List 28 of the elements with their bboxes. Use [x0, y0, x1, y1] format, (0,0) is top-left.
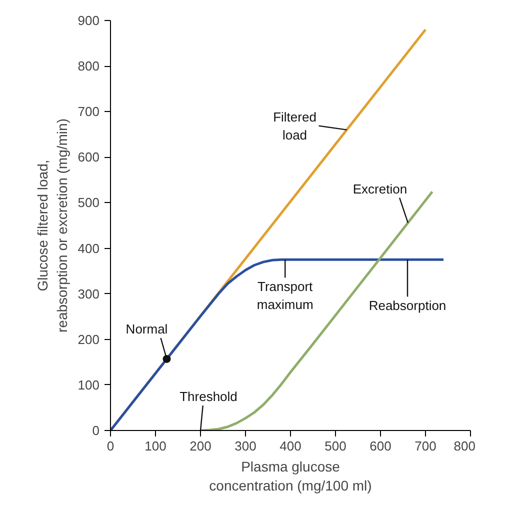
y-tick-label: 500	[78, 195, 100, 210]
y-axis-title: Glucose filtered load, reabsorption or excretion (mg/min)	[34, 118, 70, 332]
y-tick-label: 800	[78, 58, 100, 74]
annotation: Filtered load	[273, 109, 316, 142]
annotation: Excretion	[352, 181, 408, 196]
y-tick-label: 0	[92, 423, 100, 438]
x-tick-label: 0	[106, 438, 114, 454]
line-series	[110, 258, 445, 430]
y-tick-label: 100	[78, 377, 100, 392]
annotation: Threshold	[180, 389, 238, 404]
x-tick-label: 800	[454, 438, 476, 454]
x-tick-label: 300	[234, 438, 256, 454]
y-tick-label: 900	[78, 13, 100, 28]
annotation: Normal	[126, 321, 168, 336]
annotation: Reabsorption	[368, 298, 446, 314]
x-axis-title: Plasma glucose concentration (mg/100 ml)	[209, 458, 372, 494]
y-tick-label: 300	[78, 286, 100, 302]
y-tick-label: 200	[78, 332, 100, 347]
x-tick-label: 600	[370, 438, 392, 454]
annotation: Transport maximum	[256, 279, 314, 312]
x-tick-label: 500	[324, 438, 346, 454]
y-tick-label: 700	[78, 104, 100, 120]
x-tick-label: 400	[280, 438, 302, 454]
x-tick-label: 100	[144, 438, 166, 454]
y-tick-label: 400	[78, 240, 100, 256]
y-tick-label: 600	[78, 150, 100, 165]
x-tick-label: 700	[414, 438, 436, 454]
x-tick-label: 200	[190, 438, 212, 454]
